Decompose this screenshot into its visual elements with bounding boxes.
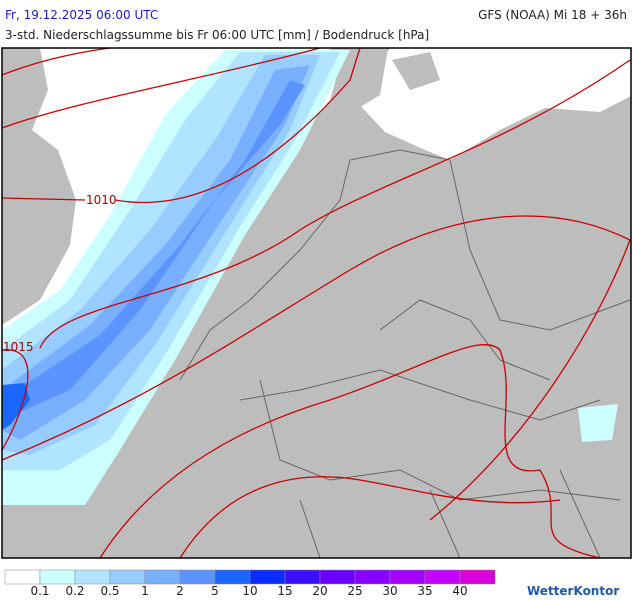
map-frame [1, 47, 632, 559]
legend-label: 0.1 [30, 584, 49, 598]
uk-land [2, 48, 76, 325]
precip-2 [2, 80, 305, 420]
legend-swatch [214, 569, 251, 585]
legend-swatch [109, 569, 146, 585]
header-model: GFS (NOAA) Mi 18 + 36h [478, 8, 627, 22]
map: 1010 1015 [1, 47, 632, 559]
legend-swatch [39, 569, 76, 585]
legend-label: 5 [211, 584, 219, 598]
island [392, 52, 440, 90]
denmark [330, 48, 388, 112]
precip-1 [2, 65, 310, 440]
legend-swatch [459, 569, 496, 585]
legend-swatch [424, 569, 461, 585]
legend: 0.1 0.2 0.5 1 2 5 10 15 20 25 30 35 40 [4, 569, 496, 598]
legend-swatch [4, 569, 41, 585]
logo: WetterKontor [527, 584, 619, 598]
legend-label: 20 [312, 584, 327, 598]
legend-swatch [354, 569, 391, 585]
precip-patch [578, 404, 618, 442]
legend-label: 0.5 [100, 584, 119, 598]
isobar-label: 1015 [3, 340, 34, 354]
isobars [2, 48, 631, 558]
legend-swatch [249, 569, 286, 585]
header-date: Fr, 19.12.2025 06:00 UTC [5, 8, 158, 22]
precip-5 [2, 383, 30, 430]
legend-label: 1 [141, 584, 149, 598]
legend-label: 0.2 [65, 584, 84, 598]
borders [179, 149, 631, 558]
legend-label: 10 [242, 584, 257, 598]
legend-label: 15 [277, 584, 292, 598]
legend-label: 40 [452, 584, 467, 598]
legend-label: 25 [347, 584, 362, 598]
header-subtitle: 3-std. Niederschlagssumme bis Fr 06:00 U… [5, 28, 429, 42]
legend-swatch [284, 569, 321, 585]
legend-swatch [319, 569, 356, 585]
legend-swatch [74, 569, 111, 585]
legend-label: 30 [382, 584, 397, 598]
legend-label: 35 [417, 584, 432, 598]
legend-label: 2 [176, 584, 184, 598]
isobar-label: 1010 [86, 193, 117, 207]
legend-swatch [144, 569, 181, 585]
legend-swatch [179, 569, 216, 585]
legend-swatch [389, 569, 426, 585]
